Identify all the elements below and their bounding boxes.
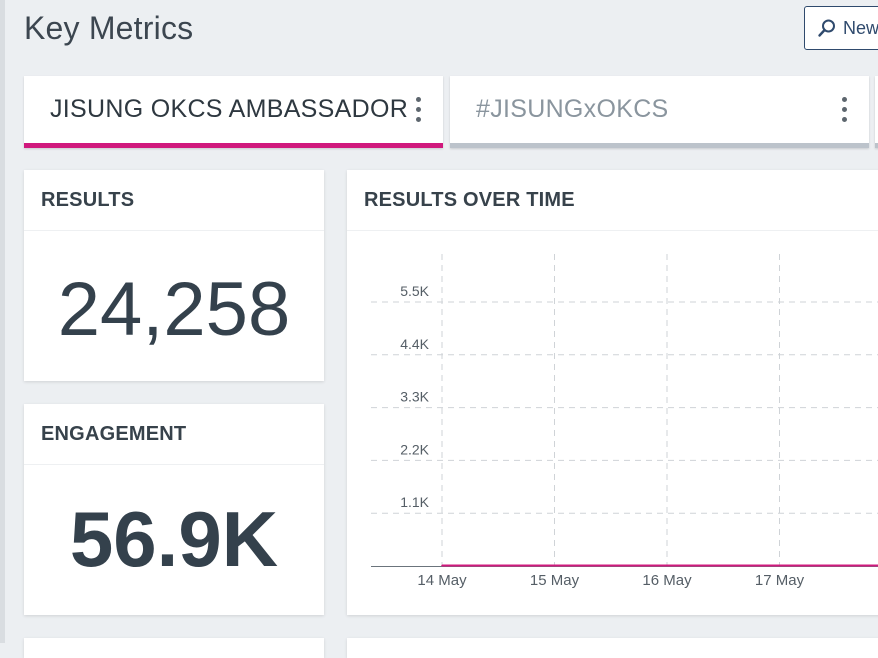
search-icon	[818, 19, 835, 37]
y-tick-label: 4.4K	[400, 336, 429, 352]
chart-card-title: RESULTS OVER TIME	[347, 170, 878, 231]
new-button-label: New	[843, 17, 878, 38]
results-card: RESULTS 24,258	[24, 170, 324, 381]
x-tick-label: 15 May	[530, 572, 580, 589]
left-edge-strip	[0, 0, 5, 643]
results-value: 24,258	[57, 267, 291, 352]
series-point	[553, 564, 556, 567]
engagement-card-title: ENGAGEMENT	[24, 404, 324, 465]
tab-overflow[interactable]	[875, 76, 878, 148]
tab-jisung-okcs-ambassador[interactable]: JISUNG OKCS AMBASSADOR	[24, 76, 443, 148]
more-options-icon[interactable]	[841, 97, 847, 122]
y-tick-label: 5.5K	[400, 283, 429, 299]
new-button[interactable]: New	[804, 6, 878, 50]
y-tick-label: 2.2K	[400, 441, 429, 457]
y-tick-label: 3.3K	[400, 389, 429, 405]
card-below-left	[24, 638, 324, 658]
series-point	[666, 564, 668, 567]
results-over-time-card: RESULTS OVER TIME 1.1K 2.2K 3.3K 4.4K 5.5K 14…	[347, 170, 878, 615]
x-tick-label: 17 May	[755, 572, 805, 589]
x-tick-label: 14 May	[417, 572, 467, 589]
results-over-time-chart: 1.1K 2.2K 3.3K 4.4K 5.5K 14 May 15 May 16 May 17…	[371, 254, 878, 589]
tab-label: JISUNG OKCS AMBASSADOR	[50, 95, 409, 123]
more-options-icon[interactable]	[415, 97, 421, 122]
engagement-card: ENGAGEMENT 56.9K	[24, 404, 324, 615]
series-point	[441, 564, 443, 567]
page-title: Key Metrics	[24, 10, 194, 46]
series-point	[778, 564, 781, 567]
x-tick-label: 16 May	[642, 572, 692, 589]
engagement-value: 56.9K	[69, 495, 279, 583]
y-tick-label: 1.1K	[400, 494, 429, 510]
tab-jisungxokcs[interactable]: #JISUNGxOKCS	[450, 76, 869, 148]
card-below-right	[347, 638, 878, 658]
results-card-title: RESULTS	[24, 170, 324, 231]
tab-label: #JISUNGxOKCS	[476, 95, 669, 123]
